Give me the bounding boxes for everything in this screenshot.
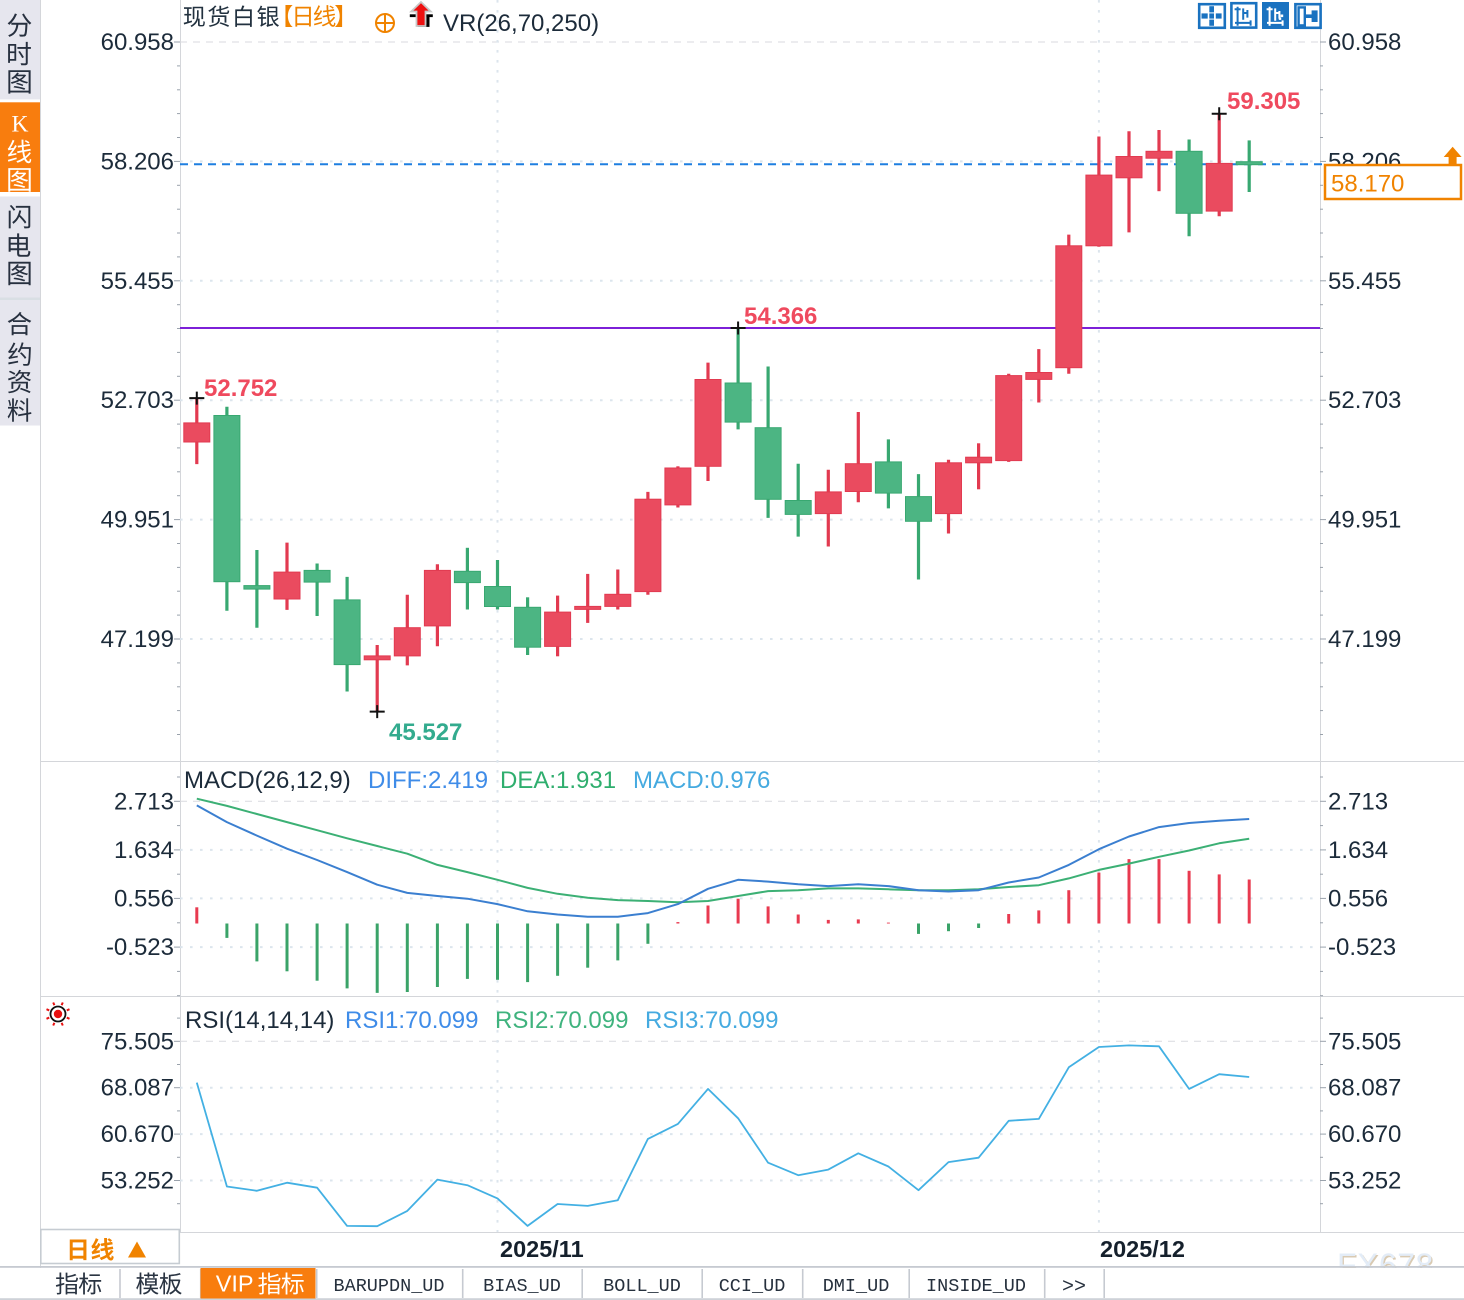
svg-text:0.556: 0.556: [114, 885, 174, 912]
svg-text:K: K: [12, 112, 29, 138]
svg-text:RSI2:70.099: RSI2:70.099: [495, 1007, 628, 1034]
svg-text:VR(26,70,250): VR(26,70,250): [443, 10, 599, 37]
svg-text:RSI1:70.099: RSI1:70.099: [345, 1007, 478, 1034]
svg-text:52.703: 52.703: [1328, 387, 1401, 414]
svg-text:>>: >>: [1062, 1276, 1086, 1299]
svg-text:60.670: 60.670: [1328, 1121, 1401, 1148]
svg-text:53.252: 53.252: [1328, 1168, 1401, 1195]
svg-text:68.087: 68.087: [101, 1075, 174, 1102]
svg-text:BARUPDN_UD: BARUPDN_UD: [333, 1276, 444, 1297]
svg-text:75.505: 75.505: [1328, 1028, 1401, 1055]
svg-text:2.713: 2.713: [1328, 788, 1388, 815]
svg-text:INSIDE_UD: INSIDE_UD: [926, 1276, 1026, 1297]
svg-text:VIP: VIP: [216, 1271, 254, 1297]
svg-text:49.951: 49.951: [1328, 507, 1401, 534]
svg-text:60.670: 60.670: [101, 1121, 174, 1148]
svg-text:2.713: 2.713: [114, 788, 174, 815]
svg-text:-0.523: -0.523: [1328, 934, 1396, 961]
svg-text:CCI_UD: CCI_UD: [719, 1276, 786, 1297]
svg-text:0.556: 0.556: [1328, 885, 1388, 912]
svg-text:60.958: 60.958: [101, 29, 174, 56]
svg-text:2025/11: 2025/11: [500, 1236, 584, 1262]
svg-text:59.305: 59.305: [1227, 88, 1300, 115]
svg-text:RSI3:70.099: RSI3:70.099: [645, 1007, 778, 1034]
svg-text:68.087: 68.087: [1328, 1075, 1401, 1102]
svg-text:45.527: 45.527: [389, 719, 462, 746]
svg-text:MACD:0.976: MACD:0.976: [633, 767, 770, 794]
svg-text:47.199: 47.199: [1328, 626, 1401, 653]
svg-text:BIAS_UD: BIAS_UD: [483, 1276, 561, 1297]
svg-text:BOLL_UD: BOLL_UD: [603, 1276, 681, 1297]
svg-text:75.505: 75.505: [101, 1028, 174, 1055]
svg-text:60.958: 60.958: [1328, 29, 1401, 56]
svg-text:47.199: 47.199: [101, 626, 174, 653]
svg-text:1.634: 1.634: [1328, 837, 1388, 864]
svg-text:RSI(14,14,14): RSI(14,14,14): [185, 1007, 334, 1034]
svg-text:49.951: 49.951: [101, 507, 174, 534]
svg-text:55.455: 55.455: [101, 268, 174, 295]
svg-text:58.206: 58.206: [101, 148, 174, 175]
svg-text:53.252: 53.252: [101, 1168, 174, 1195]
svg-text:52.703: 52.703: [101, 387, 174, 414]
svg-text:-0.523: -0.523: [106, 934, 174, 961]
svg-text:55.455: 55.455: [1328, 268, 1401, 295]
svg-text:DEA:1.931: DEA:1.931: [500, 767, 616, 794]
svg-text:1.634: 1.634: [114, 837, 174, 864]
svg-text:MACD(26,12,9): MACD(26,12,9): [184, 767, 351, 794]
svg-text:54.366: 54.366: [744, 303, 817, 330]
svg-text:52.752: 52.752: [204, 375, 277, 402]
svg-text:58.170: 58.170: [1331, 171, 1404, 198]
svg-text:DIFF:2.419: DIFF:2.419: [368, 767, 488, 794]
svg-text:DMI_UD: DMI_UD: [823, 1276, 890, 1297]
svg-text:2025/12: 2025/12: [1100, 1236, 1185, 1262]
